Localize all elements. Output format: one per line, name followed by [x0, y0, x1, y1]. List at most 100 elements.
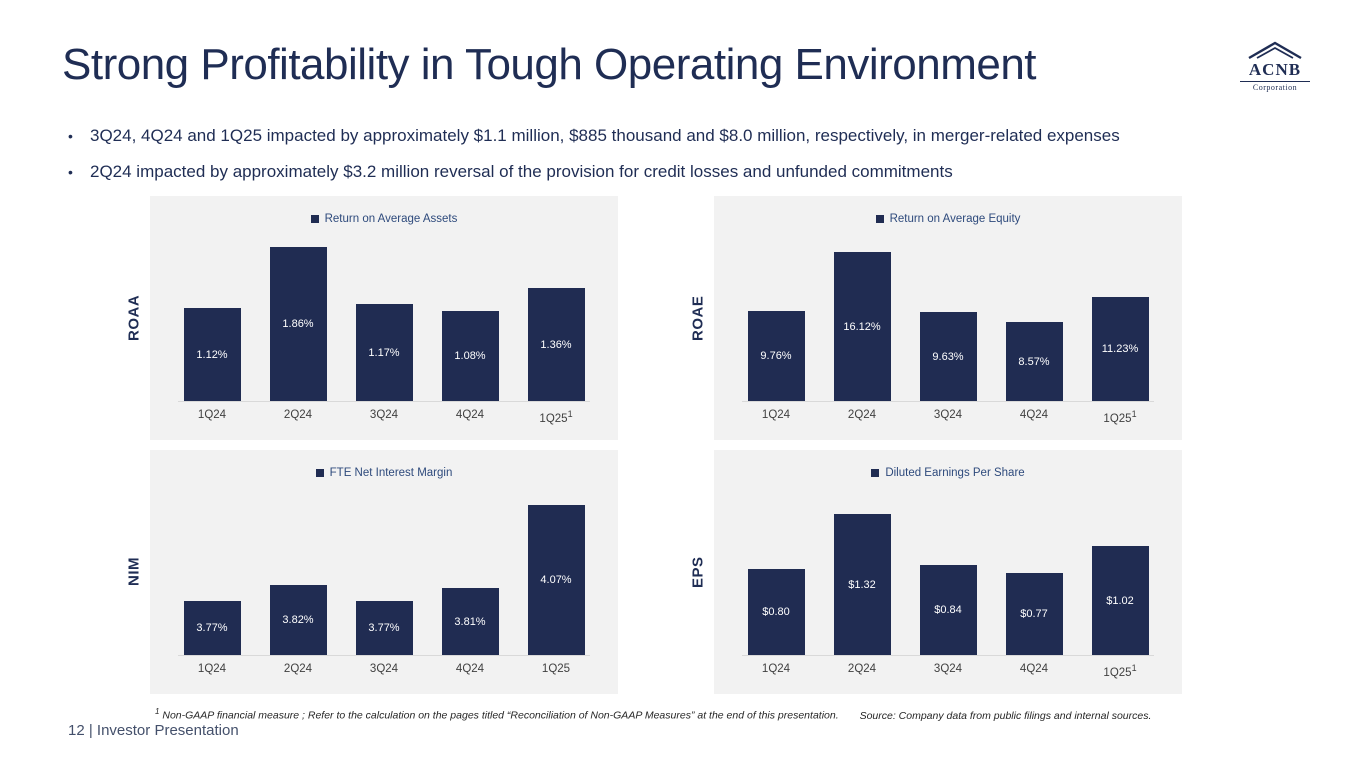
bar-value-label: 3.77% — [196, 622, 228, 634]
bar-1Q25: 1.36% — [527, 288, 585, 401]
bar-1Q25: $1.02 — [1091, 546, 1149, 655]
bar-value-label: $0.80 — [762, 606, 790, 618]
bullet-text: 2Q24 impacted by approximately $3.2 mill… — [90, 162, 953, 181]
bar-value-label: 1.36% — [540, 338, 572, 351]
chart-x-axis: 1Q24 2Q24 3Q24 4Q24 1Q251 — [742, 656, 1154, 679]
chart-x-axis: 1Q24 2Q24 3Q24 4Q24 1Q251 — [742, 402, 1154, 425]
bullet-item: • 3Q24, 4Q24 and 1Q25 impacted by approx… — [68, 118, 1120, 154]
bar: 4.07% — [527, 505, 585, 655]
x-axis-label-superscript: 1 — [567, 409, 573, 419]
bar-value-label: 8.57% — [1018, 355, 1050, 368]
bar-2Q24: 16.12% — [833, 252, 891, 401]
chart-x-axis: 1Q24 2Q24 3Q24 4Q24 1Q251 — [178, 402, 590, 425]
legend-swatch-icon — [875, 215, 884, 223]
bar-1Q24: $0.80 — [747, 569, 805, 655]
footnote-text: Non-GAAP financial measure ; Refer to th… — [162, 709, 839, 722]
bar-1Q24: 1.12% — [183, 308, 241, 401]
roof-icon — [1248, 41, 1302, 60]
bar: 3.82% — [269, 585, 327, 655]
x-axis-label: 3Q24 — [369, 409, 399, 421]
x-axis-label: 3Q24 — [933, 409, 963, 421]
legend-swatch-icon — [315, 469, 324, 477]
bar-value-label: $1.02 — [1106, 594, 1134, 607]
bar-value-label: 1.12% — [196, 348, 228, 361]
chart-plot: 3.77% 3.82% 3.77% 3.81% 4.07% — [178, 490, 590, 656]
bar: 3.81% — [441, 588, 499, 655]
bar-value-label: $0.77 — [1020, 608, 1048, 620]
company-logo: ACNB Corporation — [1240, 40, 1310, 92]
bar: 1.17% — [355, 304, 413, 401]
x-axis-label: 2Q24 — [847, 663, 877, 675]
bar-2Q24: $1.32 — [833, 514, 891, 655]
x-axis-label: 1Q251 — [1103, 663, 1137, 679]
x-axis-label-superscript: 1 — [1131, 409, 1137, 419]
page-footer: 12 | Investor Presentation — [68, 722, 239, 739]
bar-value-label: 16.12% — [843, 320, 881, 333]
logo-subtext: Corporation — [1252, 83, 1298, 92]
x-axis-label: 1Q24 — [197, 409, 227, 421]
chart-block-roaa: ROAA Return on Average Assets 1.12% 1.86%… — [118, 196, 618, 440]
bullet-icon: • — [68, 164, 73, 180]
bar: 1.36% — [527, 288, 585, 401]
chart-block-eps: EPS Diluted Earnings Per Share $0.80 $1.3… — [682, 450, 1182, 694]
bar-value-label: 1.86% — [282, 318, 314, 330]
bar: $1.32 — [833, 514, 891, 655]
x-axis-label: 1Q251 — [539, 409, 573, 425]
bar-2Q24: 3.82% — [269, 585, 327, 655]
bar-value-label: 1.17% — [368, 346, 400, 359]
x-axis-label: 4Q24 — [455, 409, 485, 421]
bar: 11.23% — [1091, 297, 1149, 401]
bar-value-label: 3.77% — [368, 622, 400, 634]
bar-value-label: 3.82% — [282, 614, 314, 626]
bar-4Q24: $0.77 — [1005, 573, 1063, 655]
chart-plot: $0.80 $1.32 $0.84 $0.77 $1.02 — [742, 490, 1154, 656]
bar-value-label: $0.84 — [934, 604, 962, 616]
x-axis-label: 1Q24 — [197, 663, 227, 675]
bullet-icon: • — [68, 128, 73, 144]
x-axis-label: 1Q24 — [761, 409, 791, 421]
bar-3Q24: 9.63% — [919, 312, 977, 401]
bar: 9.63% — [919, 312, 977, 401]
legend-label: Diluted Earnings Per Share — [885, 467, 1025, 479]
x-axis-label: 1Q24 — [761, 663, 791, 675]
bar: 16.12% — [833, 252, 891, 401]
bar-1Q25: 11.23% — [1091, 297, 1149, 401]
chart-legend: Return on Average Equity — [714, 196, 1182, 226]
bar-4Q24: 1.08% — [441, 311, 499, 401]
x-axis-label: 4Q24 — [455, 663, 485, 675]
bar: 3.77% — [183, 601, 241, 655]
bar: $0.84 — [919, 565, 977, 655]
bar-3Q24: $0.84 — [919, 565, 977, 655]
legend-swatch-icon — [310, 215, 319, 223]
bar-value-label: 9.76% — [760, 350, 792, 362]
bar: 9.76% — [747, 311, 805, 401]
bar: 1.86% — [269, 247, 327, 401]
bullet-item: • 2Q24 impacted by approximately $3.2 mi… — [68, 154, 1120, 190]
bullet-text: 3Q24, 4Q24 and 1Q25 impacted by approxim… — [90, 126, 1120, 145]
bar-value-label: 4.07% — [540, 574, 572, 586]
chart-x-axis: 1Q24 2Q24 3Q24 4Q24 1Q25 — [178, 656, 590, 675]
chart-legend: Return on Average Assets — [150, 196, 618, 226]
chart-plot: 1.12% 1.86% 1.17% 1.08% 1.36% — [178, 236, 590, 402]
bar-value-label: 9.63% — [932, 350, 964, 363]
chart-panel: FTE Net Interest Margin 3.77% 3.82% 3.77% 3… — [150, 450, 618, 694]
chart-block-nim: NIM FTE Net Interest Margin 3.77% 3.82% 3.… — [118, 450, 618, 694]
chart-legend: FTE Net Interest Margin — [150, 450, 618, 480]
charts-grid: ROAA Return on Average Assets 1.12% 1.86%… — [118, 196, 1182, 694]
bar: 8.57% — [1005, 322, 1063, 401]
chart-side-label: ROAE — [689, 295, 707, 341]
logo-text: ACNB — [1240, 60, 1310, 82]
bullet-list: • 3Q24, 4Q24 and 1Q25 impacted by approx… — [68, 118, 1120, 190]
chart-panel: Return on Average Assets 1.12% 1.86% 1.17%… — [150, 196, 618, 440]
bar: $1.02 — [1091, 546, 1149, 655]
bar-1Q24: 3.77% — [183, 601, 241, 655]
x-axis-label: 3Q24 — [933, 663, 963, 675]
chart-plot: 9.76% 16.12% 9.63% 8.57% 11.23% — [742, 236, 1154, 402]
bar: 1.12% — [183, 308, 241, 401]
x-axis-label-superscript: 1 — [1131, 663, 1137, 673]
chart-panel: Diluted Earnings Per Share $0.80 $1.32 $0.… — [714, 450, 1182, 694]
bar-value-label: 1.08% — [454, 350, 486, 362]
x-axis-label: 2Q24 — [847, 409, 877, 421]
footnote-superscript: 1 — [155, 707, 160, 716]
bar: 1.08% — [441, 311, 499, 401]
